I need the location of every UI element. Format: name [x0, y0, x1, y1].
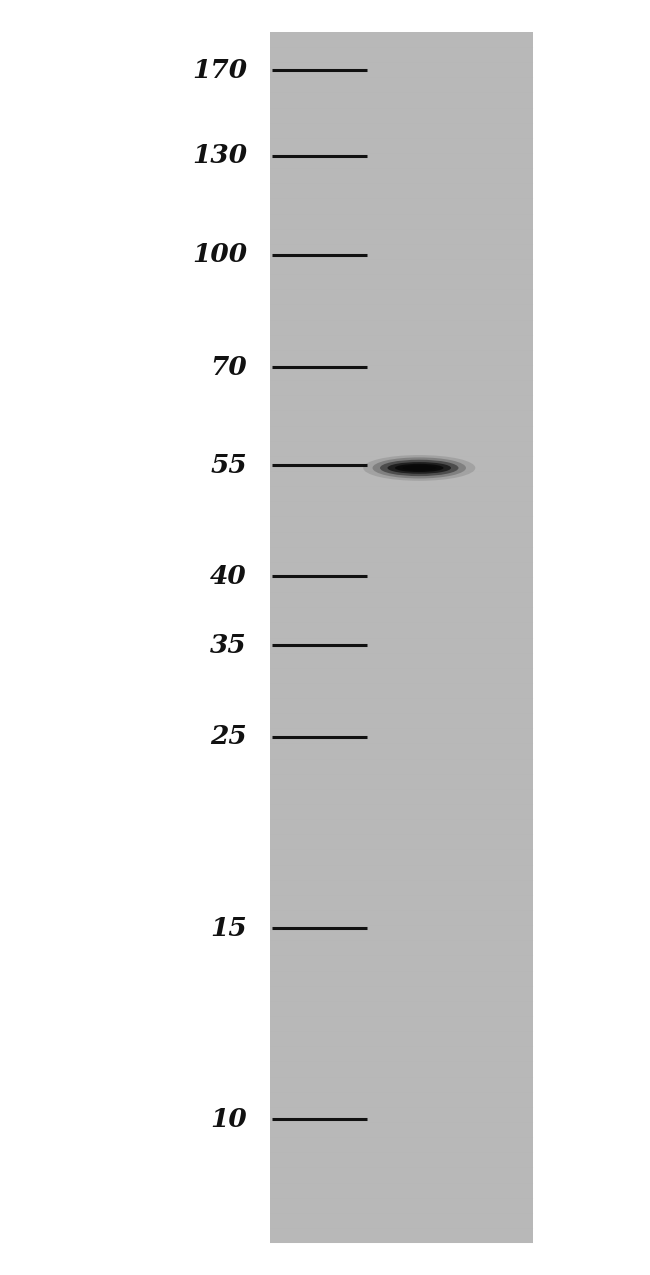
Ellipse shape	[380, 460, 458, 476]
Text: 55: 55	[210, 453, 247, 478]
Ellipse shape	[409, 467, 430, 469]
Text: 130: 130	[192, 143, 247, 168]
Ellipse shape	[387, 462, 451, 474]
Text: 25: 25	[210, 724, 247, 750]
Text: 35: 35	[210, 632, 247, 658]
Bar	[270, 32, 533, 1243]
Text: 40: 40	[210, 564, 247, 589]
Ellipse shape	[402, 465, 436, 470]
Text: 15: 15	[210, 915, 247, 941]
Text: 170: 170	[192, 57, 247, 83]
Text: 100: 100	[192, 242, 247, 268]
Ellipse shape	[363, 455, 475, 481]
Ellipse shape	[395, 464, 443, 472]
Text: 10: 10	[210, 1107, 247, 1132]
Ellipse shape	[372, 458, 466, 478]
Text: 70: 70	[210, 354, 247, 380]
